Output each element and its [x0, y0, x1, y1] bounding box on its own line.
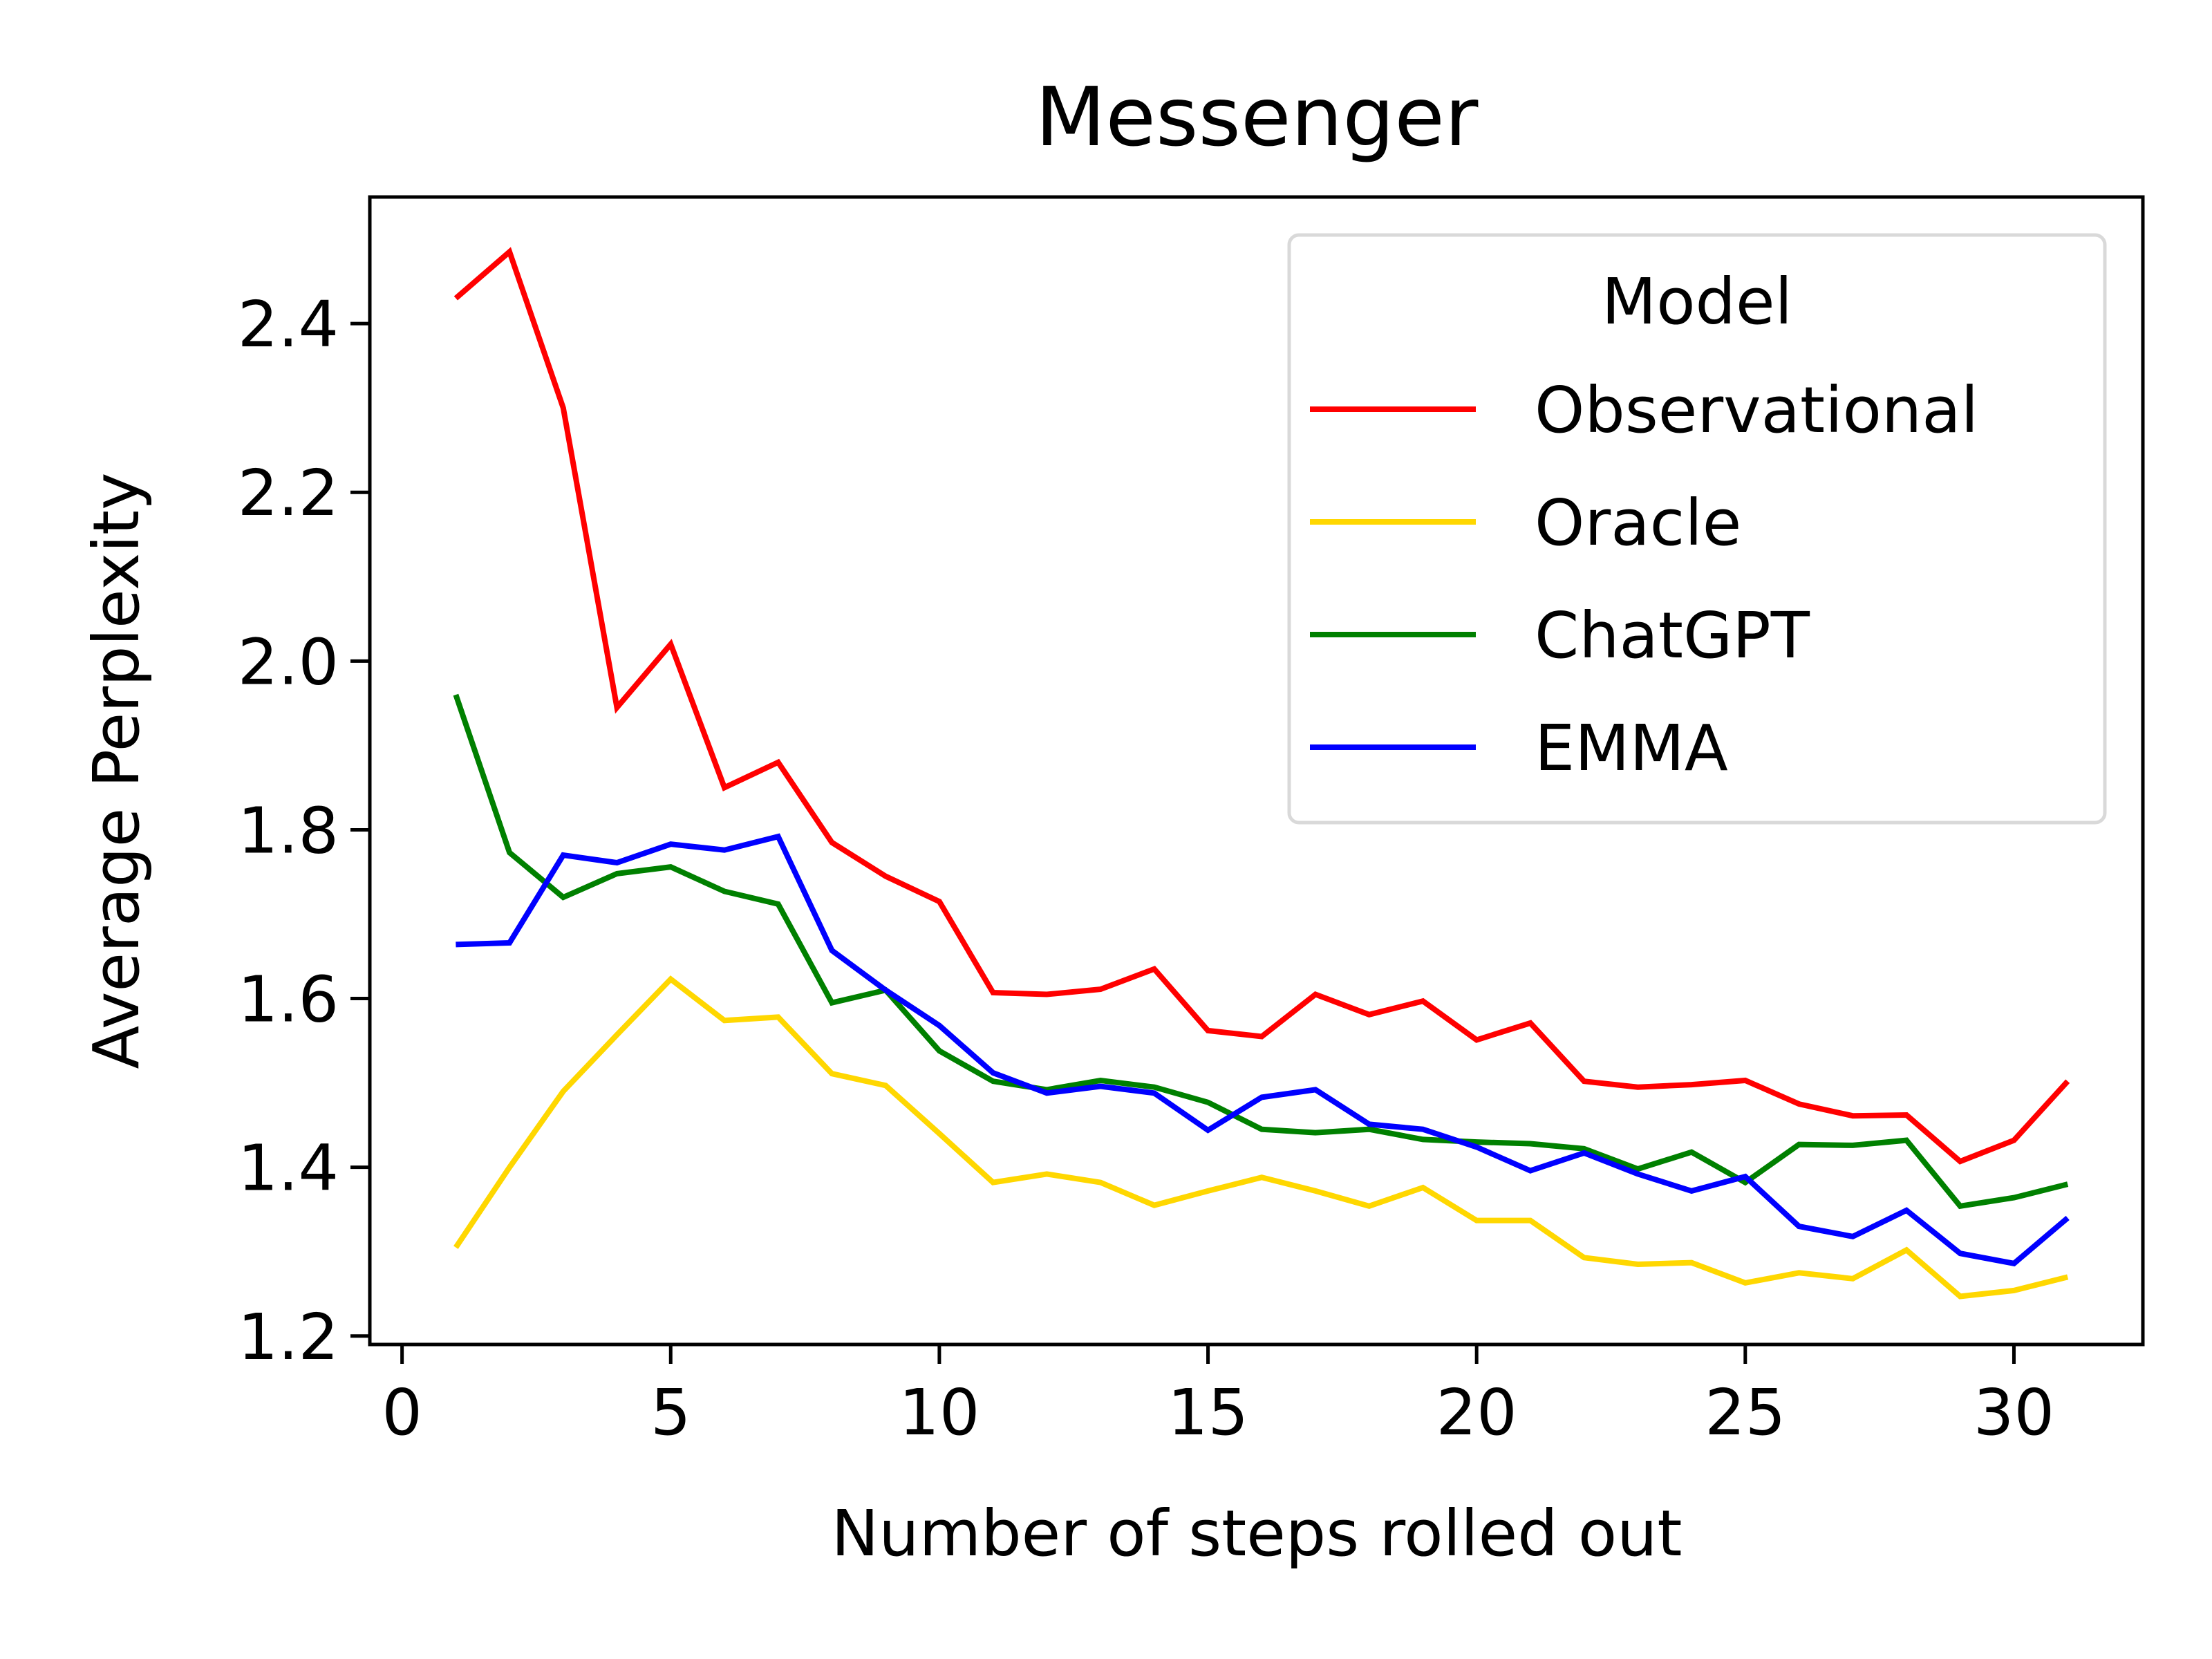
series-layer — [453, 247, 2070, 1300]
y-axis-label: Average Perplexity — [79, 472, 153, 1069]
legend-box — [1287, 233, 2107, 825]
legend-label-observational: Observational — [1535, 373, 1978, 447]
legend: Model Observational Oracle ChatGPT EMMA — [1287, 233, 2107, 825]
y-tick-label: 2.0 — [238, 625, 339, 699]
x-tick-label: 0 — [382, 1376, 422, 1450]
series-line-chatgpt — [453, 693, 2069, 1210]
legend-title: Model — [1602, 265, 1792, 339]
legend-label-emma: EMMA — [1535, 711, 1728, 785]
y-tick-label: 1.2 — [238, 1300, 339, 1374]
x-tick-label: 20 — [1436, 1376, 1517, 1450]
x-tick-label: 25 — [1705, 1376, 1785, 1450]
x-tick-label: 15 — [1168, 1376, 1248, 1450]
legend-label-oracle: Oracle — [1535, 486, 1741, 560]
series-line-observational — [453, 247, 2070, 1165]
chart-title: Messenger — [1035, 69, 1479, 165]
x-tick-label: 10 — [899, 1376, 980, 1450]
x-tick-label: 30 — [1974, 1376, 2054, 1450]
y-tick-label: 2.4 — [238, 288, 339, 362]
plot-area-frame — [368, 195, 2145, 1347]
y-tick-label: 2.2 — [238, 456, 339, 530]
series-line-oracle — [453, 975, 2069, 1300]
legend-label-chatgpt: ChatGPT — [1535, 599, 1810, 673]
y-tick-label: 1.8 — [238, 794, 339, 868]
ticks-layer: 0 5 10 15 20 25 30 1.2 1.4 1.6 1.8 2.0 2.2 2.4 — [238, 288, 2054, 1450]
y-tick-label: 1.4 — [238, 1132, 339, 1206]
x-tick-label: 5 — [650, 1376, 691, 1450]
series-line-emma — [456, 833, 2070, 1267]
x-axis-label: Number of steps rolled out — [831, 1497, 1682, 1571]
y-tick-label: 1.6 — [238, 963, 339, 1037]
legend-entries: Observational Oracle ChatGPT EMMA — [1310, 373, 1978, 785]
